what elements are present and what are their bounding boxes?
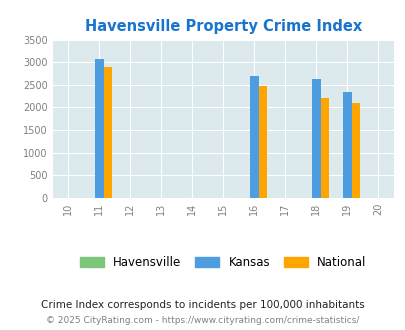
- Bar: [351, 103, 360, 198]
- Bar: [249, 76, 258, 198]
- Bar: [103, 67, 112, 198]
- Text: Crime Index corresponds to incidents per 100,000 inhabitants: Crime Index corresponds to incidents per…: [41, 300, 364, 310]
- Bar: [311, 79, 320, 198]
- Bar: [258, 86, 266, 198]
- Bar: [342, 92, 351, 198]
- Legend: Havensville, Kansas, National: Havensville, Kansas, National: [75, 251, 371, 274]
- Title: Havensville Property Crime Index: Havensville Property Crime Index: [85, 19, 361, 34]
- Text: © 2025 CityRating.com - https://www.cityrating.com/crime-statistics/: © 2025 CityRating.com - https://www.city…: [46, 316, 359, 325]
- Bar: [320, 98, 328, 198]
- Bar: [95, 59, 103, 198]
